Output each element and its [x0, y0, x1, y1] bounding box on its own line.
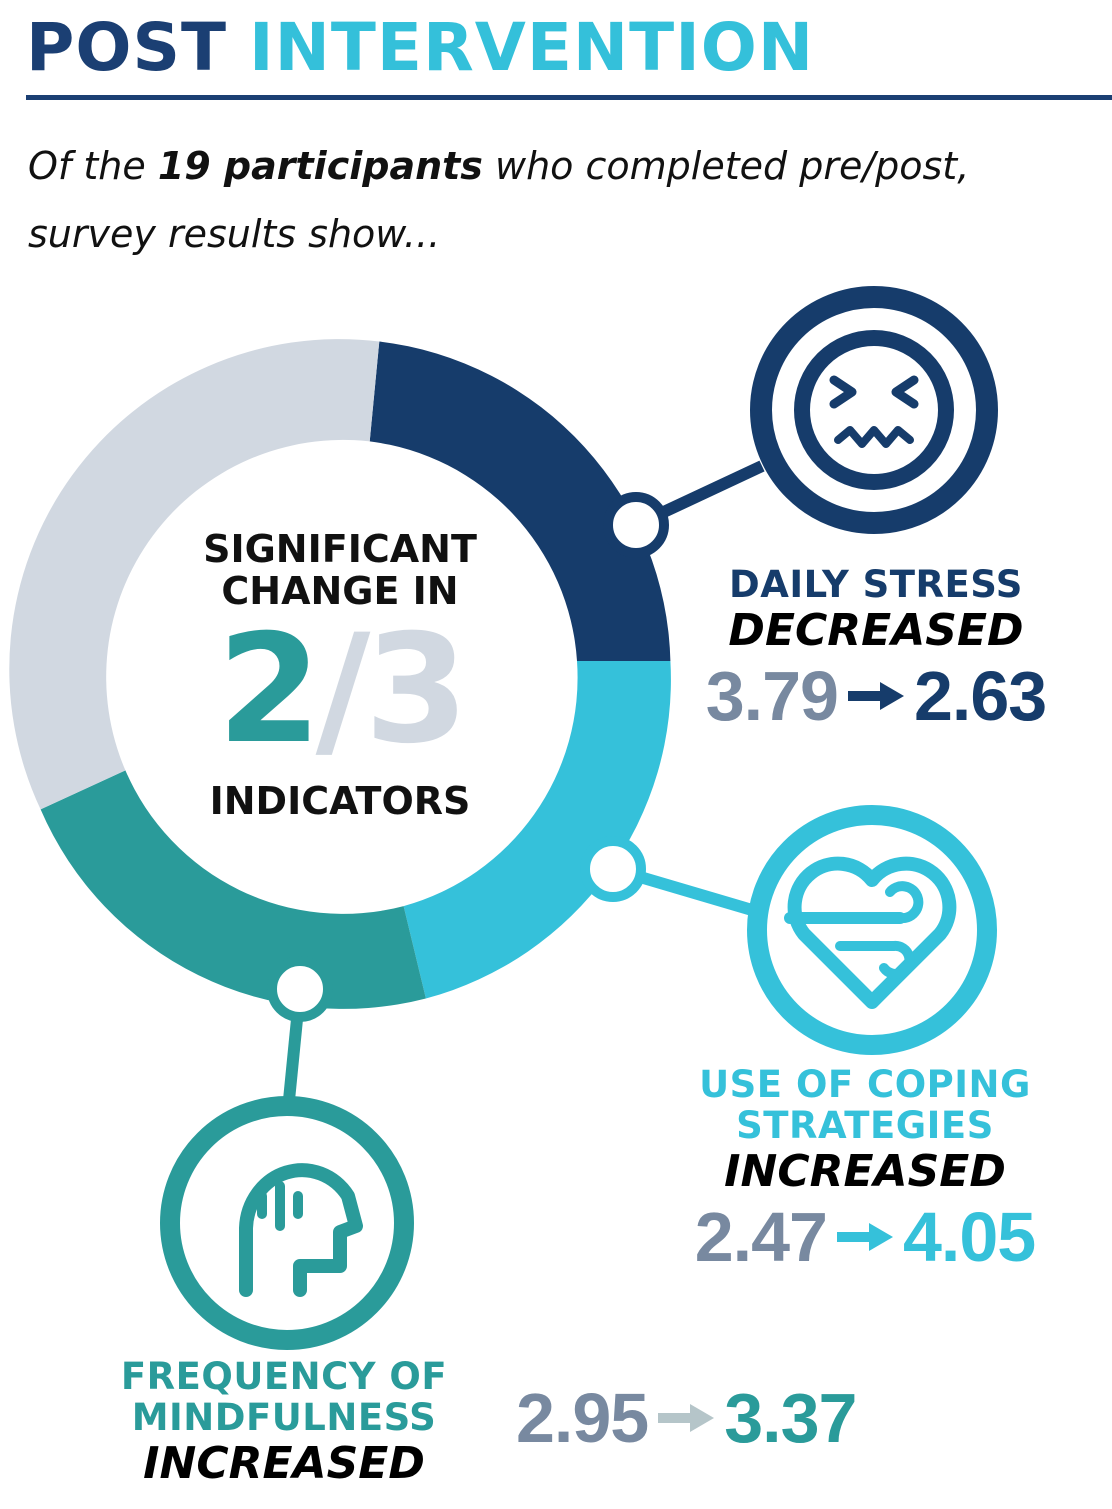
mindfulness-label-1: FREQUENCY OF	[120, 1355, 448, 1398]
stress-post-value: 2.63	[914, 657, 1047, 735]
heart-breath-icon	[747, 805, 997, 1055]
ring-segment-mindfulness	[40, 770, 426, 1009]
arrow-right-icon	[837, 1223, 893, 1251]
intro-text: Of the 19 participants who completed pre…	[28, 132, 1098, 268]
node-stress	[603, 492, 669, 558]
indicator-stress: DAILY STRESS DECREASED 3.79 2.63	[690, 566, 1062, 731]
indicator-coping: USE OF COPING STRATEGIES INCREASED 2.47 …	[660, 1066, 1070, 1272]
coping-post-value: 4.05	[903, 1198, 1036, 1276]
center-fraction: 2/3	[140, 610, 540, 770]
title-post: POST	[26, 9, 228, 86]
intro-participants: 19 participants	[157, 144, 483, 188]
stress-label: DAILY STRESS	[729, 563, 1023, 606]
ring-segment-stress	[369, 341, 671, 661]
center-label-bottom: INDICATORS	[209, 779, 471, 823]
fraction-slash: /	[315, 603, 371, 777]
coping-label-2: STRATEGIES	[736, 1104, 994, 1147]
coping-label-1: USE OF COPING	[699, 1063, 1031, 1106]
intro-suffix: who completed pre/post, survey results s…	[28, 144, 970, 256]
ring-segment-remaining	[9, 339, 380, 810]
arrow-right-icon	[848, 682, 904, 710]
title-divider	[26, 95, 1112, 100]
node-coping	[580, 836, 646, 902]
center-label-top: SIGNIFICANT CHANGE IN	[140, 528, 540, 612]
mindfulness-post-value: 3.37	[724, 1379, 857, 1457]
coping-pre-value: 2.47	[694, 1198, 828, 1276]
coping-verb: INCREASED	[724, 1146, 1006, 1197]
fraction-denominator: 3	[364, 603, 468, 777]
arrow-right-icon	[658, 1404, 715, 1432]
stress-values: 3.79 2.63	[690, 661, 1062, 731]
intro-prefix: Of the	[28, 144, 158, 188]
page-title: POST INTERVENTION	[26, 10, 814, 86]
node-mindfulness	[267, 956, 333, 1022]
indicator-mindfulness: FREQUENCY OF MINDFULNESS INCREASED	[78, 1358, 490, 1486]
stress-pre-value: 3.79	[705, 657, 839, 735]
head-mind-icon	[160, 1096, 414, 1350]
mindfulness-label-2: MINDFULNESS	[131, 1396, 437, 1439]
title-intervention: INTERVENTION	[249, 9, 815, 86]
mindfulness-pre-value: 2.95	[516, 1379, 649, 1457]
coping-values: 2.47 4.05	[660, 1202, 1070, 1272]
center-line-change-in: CHANGE IN	[221, 569, 459, 613]
mindfulness-values: 2.95 3.37	[516, 1378, 858, 1458]
fraction-numerator: 2	[217, 603, 321, 777]
stress-verb: DECREASED	[728, 605, 1024, 656]
donut-ring	[9, 339, 671, 1009]
center-line-significant: SIGNIFICANT	[203, 527, 477, 571]
stressed-face-icon	[750, 286, 998, 534]
mindfulness-verb: INCREASED	[143, 1438, 425, 1489]
ring-segment-coping	[403, 661, 671, 999]
